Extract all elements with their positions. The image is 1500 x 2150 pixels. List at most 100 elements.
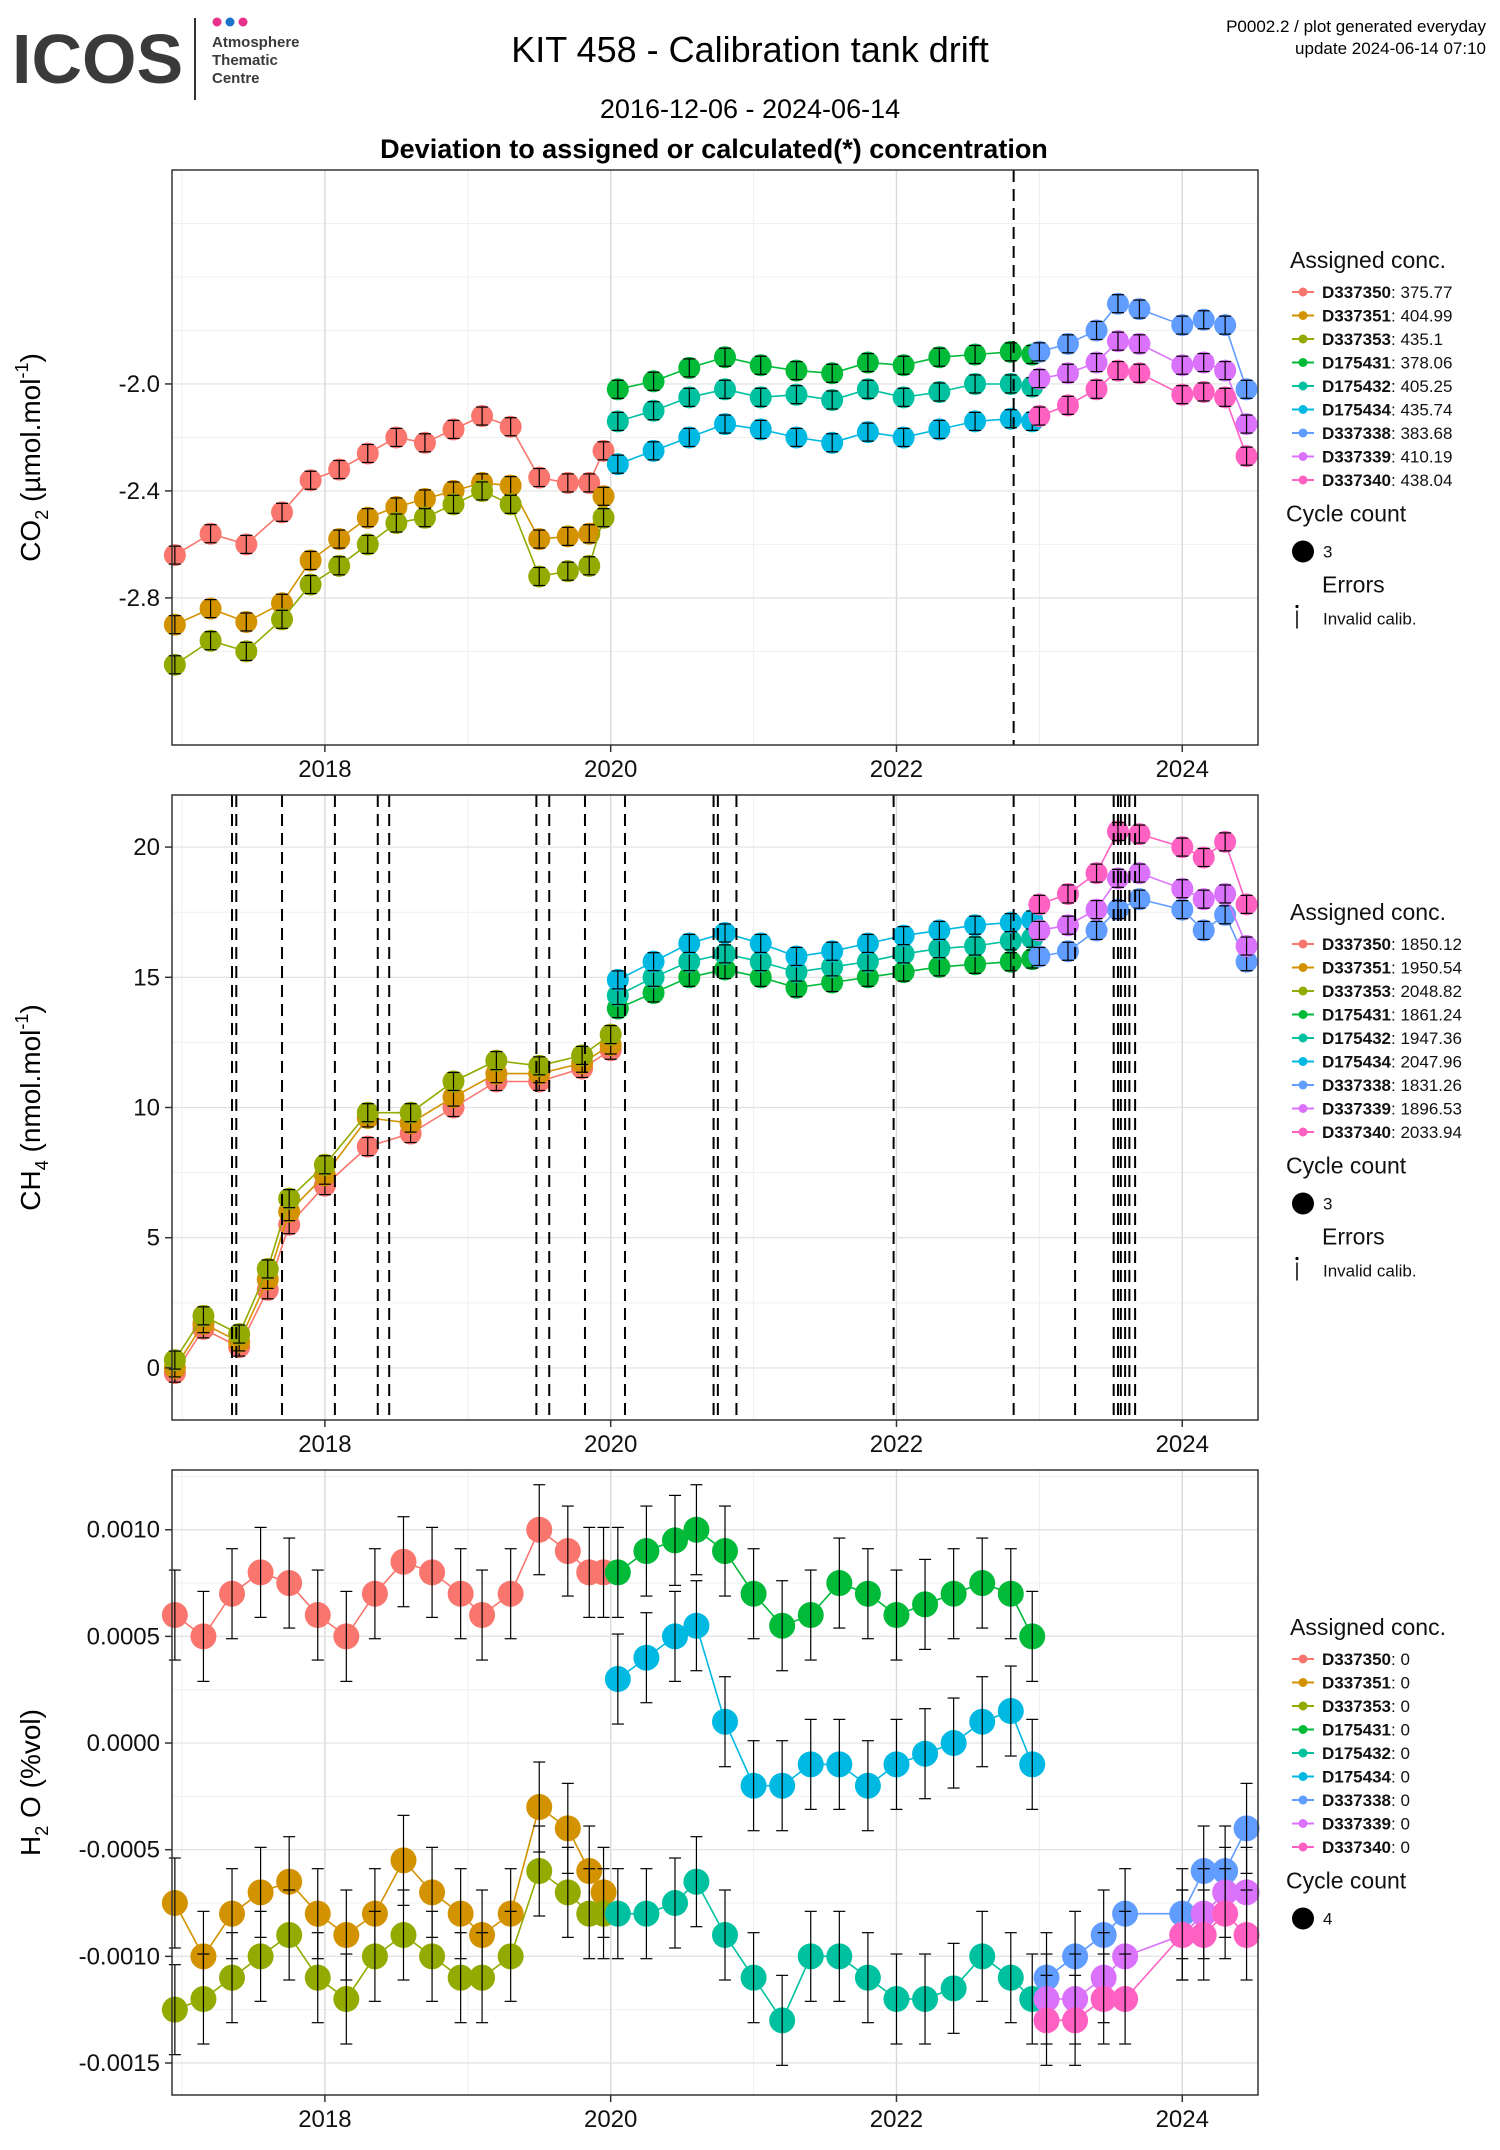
- legend-item-D337338: D337338: 1831.26: [1292, 1076, 1462, 1095]
- y-axis-title-unit: (µmol.mol: [15, 379, 46, 510]
- legend-tank-id: D337338: [1322, 424, 1391, 443]
- legend-tank-id: D337353: [1322, 1697, 1391, 1716]
- legend-tank-id: D337339: [1322, 1815, 1391, 1834]
- legend-item-D337338: D337338: 0: [1292, 1791, 1410, 1810]
- series-D175434: [606, 909, 1044, 991]
- x-tick-label: 2022: [870, 1431, 923, 1458]
- y-axis-title: H2 O (%vol): [15, 1709, 52, 1856]
- legend-title: Assigned conc.: [1290, 899, 1446, 925]
- series-D337339: [1028, 330, 1258, 436]
- legend-key-dot: [1298, 1772, 1308, 1781]
- logo-dot-pink: [212, 17, 222, 27]
- series-D337353: [163, 1023, 622, 1372]
- legend-tank-id: D175432: [1322, 1744, 1391, 1763]
- x-tick-label: 2020: [584, 756, 637, 783]
- legend-label: D337340: 2033.94: [1322, 1123, 1462, 1142]
- legend-key-dot: [1298, 475, 1308, 485]
- series-D337353: [163, 479, 615, 676]
- series-D337350: [163, 405, 615, 567]
- logo-sub-2: Thematic: [212, 52, 278, 69]
- legend-tank-value: : 2047.96: [1391, 1053, 1462, 1072]
- x-tick-label: 2022: [870, 756, 923, 783]
- legend-label: D337340: 438.04: [1322, 471, 1452, 490]
- legend-tank-id: D337350: [1322, 1650, 1391, 1669]
- y-axis-title-end: ): [15, 1004, 46, 1013]
- series-D337353: [161, 1825, 617, 2056]
- legend-key-dot: [1298, 1819, 1308, 1828]
- legend-key-dot: [1298, 1033, 1308, 1043]
- legend-item-D337350: D337350: 375.77: [1292, 283, 1452, 302]
- y-tick-label: 10: [133, 1095, 160, 1122]
- legend-key-dot: [1298, 1080, 1308, 1090]
- legend-item-D175432: D175432: 405.25: [1292, 377, 1452, 396]
- x-tick-label: 2024: [1156, 1431, 1209, 1458]
- legend-item-D337339: D337339: 410.19: [1292, 448, 1452, 467]
- series-D337350: [161, 1484, 617, 1682]
- legend-tank-id: D175432: [1322, 377, 1391, 396]
- legend-item-D337340: D337340: 2033.94: [1292, 1123, 1462, 1142]
- legend-tank-value: : 0: [1391, 1791, 1410, 1810]
- legend-key-dot: [1298, 452, 1308, 461]
- y-tick-label: -2.4: [119, 478, 160, 505]
- legend-tank-id: D337351: [1322, 307, 1391, 326]
- x-tick-label: 2018: [298, 756, 351, 783]
- legend-tank-value: : 0: [1391, 1674, 1410, 1693]
- legend-label: D337351: 404.99: [1322, 307, 1452, 326]
- legend-tank-value: : 405.25: [1391, 377, 1452, 396]
- legend-label: D175431: 378.06: [1322, 354, 1452, 373]
- legend-tank-value: : 0: [1391, 1815, 1410, 1834]
- legend-label: D337338: 383.68: [1322, 424, 1452, 443]
- legend-tank-id: D337340: [1322, 1123, 1391, 1142]
- legend-cycle-value: 3: [1323, 1195, 1332, 1214]
- series-D337339: [1028, 862, 1258, 958]
- legend-errors-label: Invalid calib.: [1323, 1262, 1417, 1281]
- y-tick-label: 0.0005: [87, 1623, 160, 1650]
- logo-text: ICOS: [12, 20, 183, 98]
- legend-item-D337353: D337353: 2048.82: [1292, 982, 1462, 1001]
- y-axis-title: CO2 (µmol.mol-1): [12, 353, 52, 562]
- legend-key-dot: [1298, 311, 1308, 320]
- series-D337340: [1033, 1868, 1260, 2066]
- y-axis-title-unit: (nmol.mol: [15, 1030, 46, 1161]
- legend-label: D337350: 0: [1322, 1650, 1410, 1669]
- y-axis-title: CH4 (nmol.mol-1): [12, 1004, 52, 1211]
- x-tick-label: 2022: [870, 2106, 923, 2133]
- legend-label: D337353: 0: [1322, 1697, 1410, 1716]
- legend-key-dot: [1298, 1701, 1308, 1711]
- legend-tank-value: : 0: [1391, 1768, 1410, 1787]
- meta-line-2: update 2024-06-14 07:10: [1295, 39, 1486, 58]
- series-D337338: [1028, 292, 1258, 401]
- legend-item-D175431: D175431: 1861.24: [1292, 1006, 1462, 1025]
- legend-tank-id: D337351: [1322, 959, 1391, 978]
- legend-tank-id: D337353: [1322, 982, 1391, 1001]
- legend-cycle-title: Cycle count: [1286, 1153, 1407, 1179]
- legend-cycle-title: Cycle count: [1286, 1868, 1407, 1894]
- y-tick-label: -0.0015: [79, 2050, 160, 2077]
- legend-item-D337353: D337353: 435.1: [1292, 330, 1443, 349]
- legend-tank-value: : 1850.12: [1391, 935, 1462, 954]
- y-axis-title-main: H: [15, 1836, 46, 1856]
- chart-panel-2: 2018 2020 2022 2024 0 5 10 15 20 CH4 (nmol.mol-1)…: [12, 794, 1462, 1458]
- logo-sub-1: Atmosphere: [212, 34, 300, 51]
- legend-tank-value: : 1861.24: [1391, 1006, 1462, 1025]
- legend-label: D337340: 0: [1322, 1838, 1410, 1857]
- series-D175431: [604, 1484, 1046, 1682]
- legend-label: D337339: 410.19: [1322, 448, 1452, 467]
- x-tick-label: 2020: [584, 1431, 637, 1458]
- legend-tank-value: : 383.68: [1391, 424, 1452, 443]
- legend-item-D337350: D337350: 0: [1292, 1650, 1410, 1669]
- legend-tank-id: D175431: [1322, 1006, 1391, 1025]
- legend-label: D175432: 405.25: [1322, 377, 1452, 396]
- legend-tank-id: D337340: [1322, 1838, 1391, 1857]
- y-axis-title-unit: O (%vol): [15, 1709, 46, 1826]
- legend-key-dot: [1298, 287, 1308, 297]
- y-tick-label: 0: [147, 1355, 160, 1382]
- series-line: [174, 482, 605, 626]
- legend-label: D175434: 2047.96: [1322, 1053, 1462, 1072]
- y-axis-title-sub: 2: [32, 510, 52, 520]
- legend-label: D175432: 0: [1322, 1744, 1410, 1763]
- y-tick-label: 15: [133, 964, 160, 991]
